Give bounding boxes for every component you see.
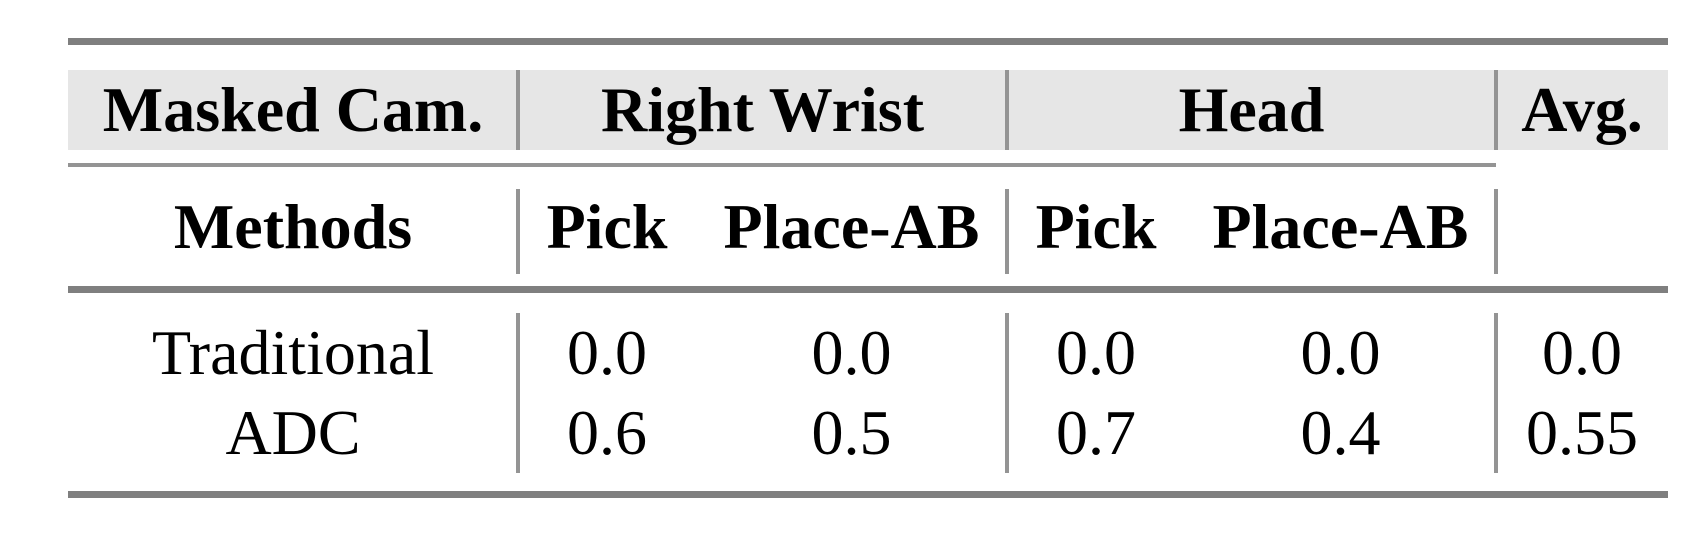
column-separator-1	[516, 313, 520, 473]
column-separator-3	[1494, 313, 1498, 473]
sub-header-rw-place-ab: Place-AB	[723, 190, 980, 262]
column-separator-3	[1494, 70, 1498, 150]
value-rw-place-ab: 0.0	[811, 317, 892, 388]
group-header-masked-cam: Masked Cam.	[102, 74, 484, 145]
method-label: ADC	[225, 397, 361, 468]
column-separator-2	[1005, 70, 1009, 150]
table-top-rule	[68, 38, 1668, 45]
group-header-row: Masked Cam. Right Wrist Head Avg.	[68, 70, 1668, 150]
value-head-place-ab: 0.0	[1300, 317, 1381, 388]
sub-header-row: Methods Pick Place-AB Pick Place-AB	[68, 167, 1668, 286]
value-head-pick: 0.7	[1056, 397, 1136, 468]
header-partial-rule	[68, 163, 1496, 167]
table-mid-rule	[68, 286, 1668, 293]
value-rw-pick: 0.6	[567, 397, 647, 468]
sub-header-avg-empty	[1496, 167, 1668, 286]
value-rw-pick: 0.0	[567, 317, 647, 388]
method-label: Traditional	[151, 317, 435, 388]
group-header-avg: Avg.	[1521, 74, 1643, 145]
results-table: Masked Cam. Right Wrist Head Avg. Method…	[68, 38, 1668, 498]
table-row-traditional: Traditional 0.0 0.0 0.0 0.0 0.0	[68, 313, 1668, 393]
value-head-place-ab: 0.4	[1300, 397, 1381, 468]
sub-header-head-place-ab: Place-AB	[1212, 190, 1469, 262]
table-body: Traditional 0.0 0.0 0.0 0.0 0.0 ADC 0.6 …	[68, 293, 1668, 491]
column-separator-3	[1494, 189, 1498, 274]
sub-header-rw-pick: Pick	[546, 190, 668, 262]
table-bottom-rule	[68, 491, 1668, 498]
column-separator-1	[516, 70, 520, 150]
table-row-adc: ADC 0.6 0.5 0.7 0.4 0.55	[68, 393, 1668, 473]
column-separator-1	[516, 189, 520, 274]
header-midrule-row	[68, 150, 1668, 167]
column-separator-2	[1005, 313, 1009, 473]
sub-header-methods: Methods	[173, 190, 413, 262]
sub-header-head-pick: Pick	[1035, 190, 1157, 262]
value-rw-place-ab: 0.5	[811, 397, 892, 468]
group-header-right-wrist: Right Wrist	[601, 74, 924, 145]
column-separator-2	[1005, 189, 1009, 274]
group-header-head: Head	[1178, 74, 1325, 145]
value-avg: 0.0	[1542, 317, 1622, 388]
value-head-pick: 0.0	[1056, 317, 1136, 388]
value-avg: 0.55	[1526, 397, 1638, 468]
top-rule-spacer	[68, 45, 1668, 70]
